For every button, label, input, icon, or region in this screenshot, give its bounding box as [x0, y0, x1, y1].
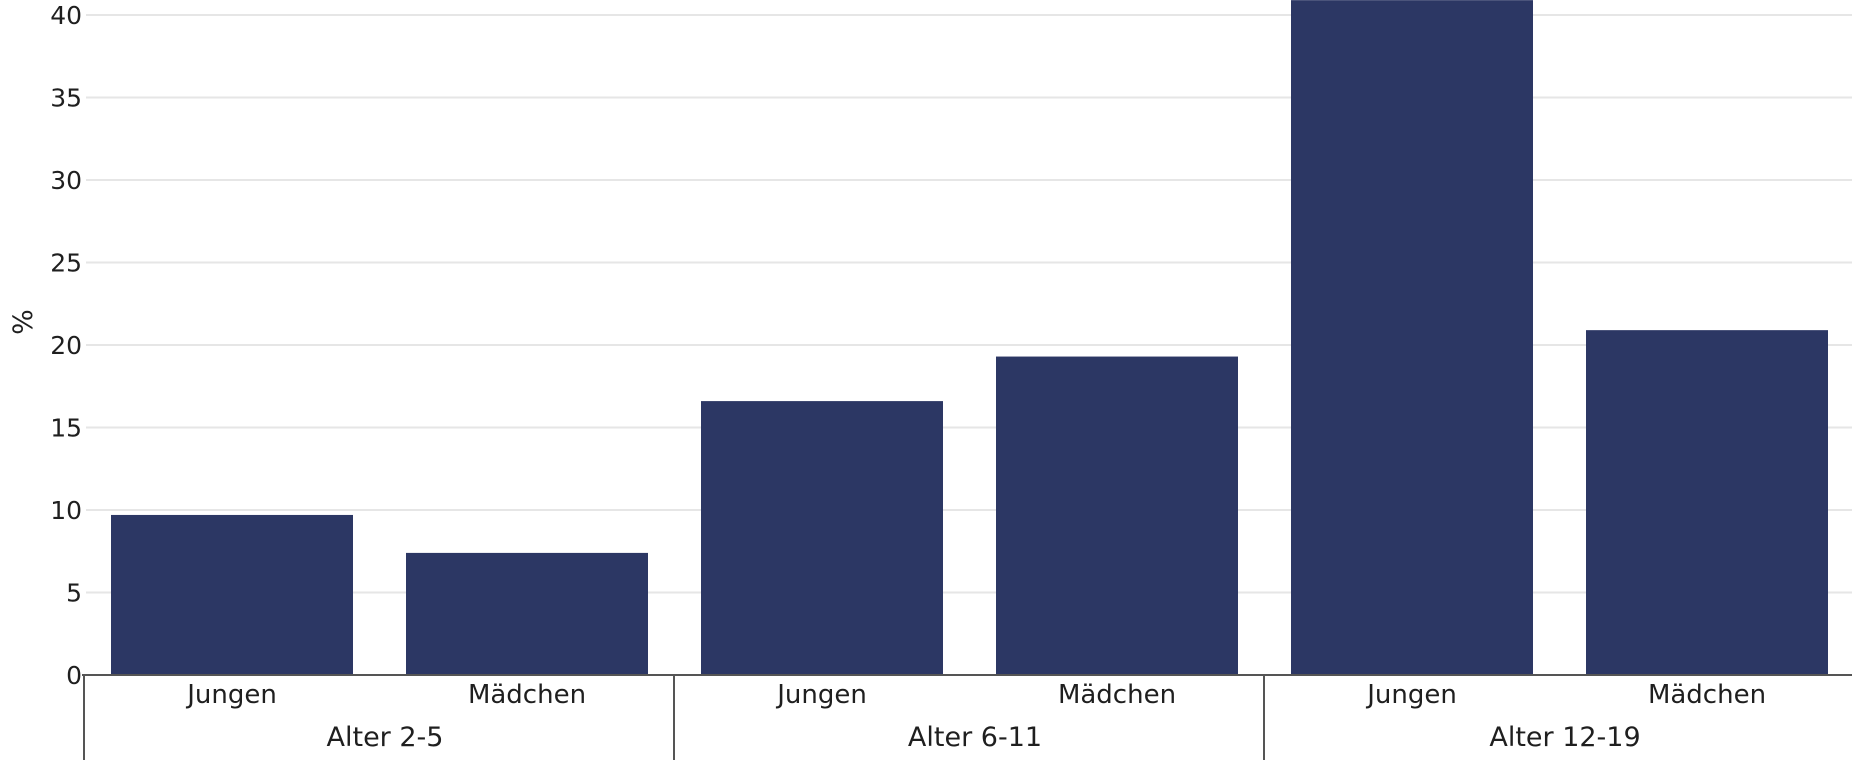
y-tick-label: 40	[50, 1, 82, 30]
bar	[1586, 330, 1828, 675]
y-tick-label: 25	[50, 249, 82, 278]
axes	[82, 674, 1852, 760]
group-label: Alter 2-5	[327, 722, 444, 753]
group-label: Alter 6-11	[908, 722, 1042, 753]
bars	[111, 0, 1828, 675]
category-label: Jungen	[185, 680, 277, 710]
y-tick-label: 30	[50, 166, 82, 195]
category-label: Jungen	[1365, 680, 1457, 710]
bar	[701, 401, 943, 675]
y-tick-label: 10	[50, 496, 82, 525]
bar	[111, 514, 353, 675]
y-tick-label: 35	[50, 84, 82, 113]
category-label: Mädchen	[1648, 680, 1766, 710]
category-label: Mädchen	[1058, 680, 1176, 710]
y-tick-label: 15	[50, 414, 82, 443]
category-label: Mädchen	[468, 680, 586, 710]
group-label: Alter 12-19	[1489, 722, 1640, 753]
y-axis-title: %	[8, 309, 39, 335]
labels: 0 5 10 15 20 25 30 35 40 Jungen Mädchen Alter 2-5 Ju…	[50, 1, 1766, 753]
gridlines	[86, 14, 1852, 594]
bar	[1291, 0, 1533, 675]
y-tick-label: 5	[66, 579, 82, 608]
y-tick-label: 20	[50, 331, 82, 360]
bar	[996, 356, 1238, 675]
category-label: Jungen	[775, 680, 867, 710]
bar	[406, 552, 648, 675]
y-tick-label: 0	[66, 661, 82, 690]
